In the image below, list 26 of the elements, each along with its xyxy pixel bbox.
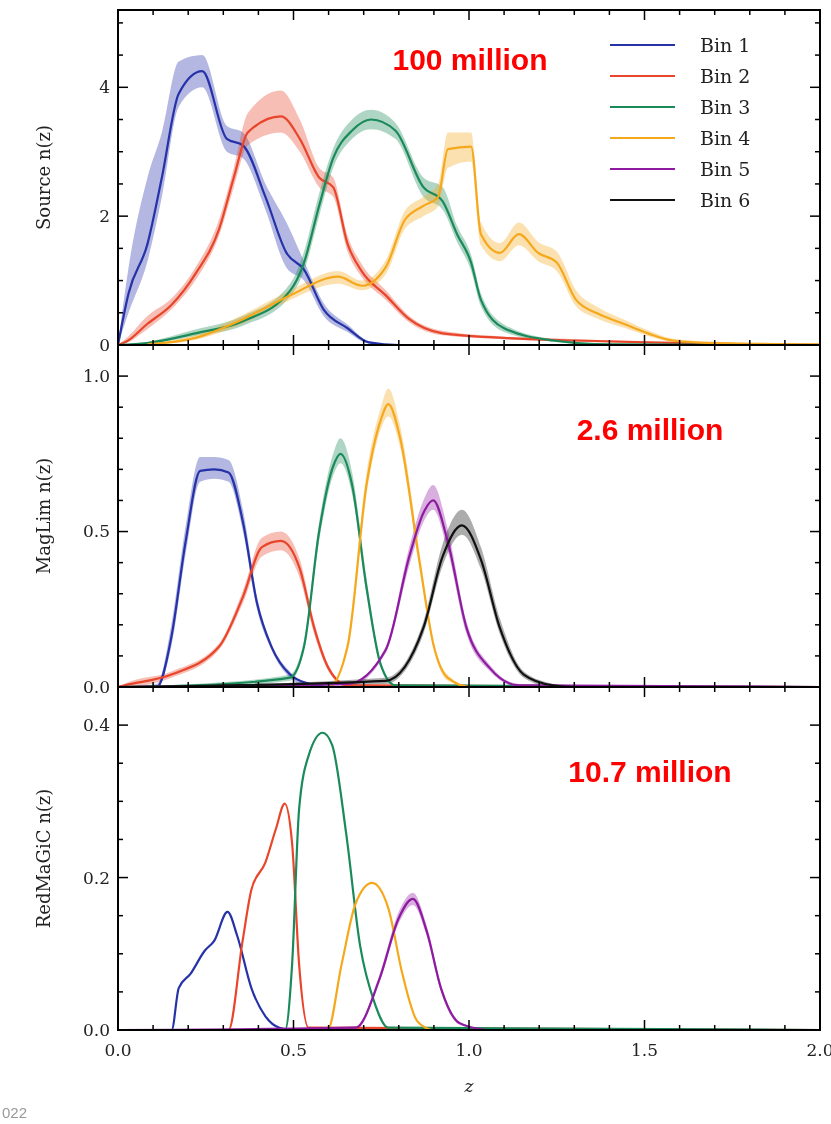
- y-axis-title: MagLim n(z): [33, 457, 54, 575]
- text: 022: [2, 1104, 28, 1121]
- y-tick-label: 0: [99, 334, 110, 355]
- annotation: 2.6 million: [576, 413, 724, 446]
- y-tick-label: 0.0: [82, 1019, 110, 1040]
- x-tick-label: 1.5: [630, 1040, 659, 1060]
- y-tick-label: 4: [99, 77, 110, 98]
- x-tick-label: 0.5: [279, 1040, 308, 1060]
- x-tick-label: 1.0: [455, 1040, 483, 1060]
- y-tick-label: 1.0: [82, 366, 110, 387]
- legend-label: Bin 3: [700, 95, 751, 118]
- annotation: 100 million: [392, 43, 548, 76]
- annotation: 10.7 million: [568, 755, 732, 788]
- y-axis-title: RedMaGiC n(z): [33, 788, 54, 929]
- legend-label: Bin 2: [700, 64, 751, 87]
- y-tick-label: 0.2: [82, 867, 110, 888]
- x-axis-title: z: [463, 1076, 475, 1096]
- legend-label: Bin 1: [700, 33, 751, 56]
- legend-label: Bin 5: [700, 157, 751, 180]
- legend-label: Bin 6: [700, 188, 751, 211]
- y-tick-label: 2: [99, 206, 110, 227]
- y-tick-label: 0.5: [82, 521, 110, 542]
- y-tick-label: 0.4: [82, 715, 110, 736]
- legend-label: Bin 4: [700, 126, 751, 149]
- y-tick-label: 0.0: [82, 676, 110, 697]
- y-axis-title: Source n(z): [33, 125, 54, 230]
